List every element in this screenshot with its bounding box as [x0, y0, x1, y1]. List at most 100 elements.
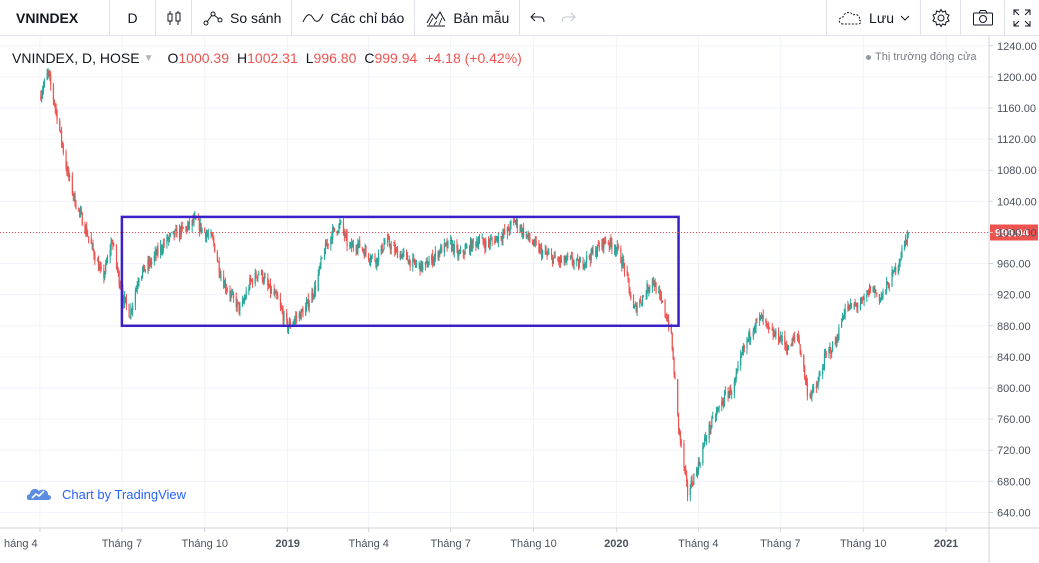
- candle-body: [471, 239, 473, 251]
- time-tick-label: Tháng 10: [840, 538, 886, 550]
- candle-body: [655, 282, 657, 293]
- undo-icon[interactable]: [530, 11, 546, 25]
- candle-body: [897, 266, 899, 273]
- candle-body: [402, 252, 404, 255]
- symbol-search[interactable]: VNINDEX: [0, 0, 110, 36]
- candle-body: [875, 290, 877, 293]
- candle-body: [244, 297, 246, 299]
- candle-body: [907, 232, 909, 234]
- candle-body: [805, 379, 808, 384]
- candle-body: [504, 230, 506, 234]
- candle-body: [220, 276, 222, 278]
- settings-button[interactable]: [921, 0, 961, 36]
- candle-body: [355, 248, 357, 250]
- candle-body: [250, 278, 252, 281]
- candle-body: [99, 266, 101, 268]
- candle-body: [384, 241, 386, 245]
- snapshot-button[interactable]: [961, 0, 1005, 36]
- redo-icon[interactable]: [560, 11, 577, 25]
- candle-body: [894, 267, 896, 272]
- candle-body: [60, 130, 62, 132]
- candle-body: [405, 251, 408, 255]
- candle-body: [214, 243, 216, 253]
- candle-body: [772, 330, 774, 337]
- candle-body: [225, 289, 227, 291]
- candle-body: [125, 298, 127, 305]
- candle-body: [900, 257, 902, 260]
- time-tick-label: Tháng 4: [349, 538, 389, 550]
- candle-body: [155, 251, 157, 256]
- candle-body: [550, 253, 553, 256]
- candle-body: [759, 317, 761, 320]
- candle-body: [798, 339, 800, 345]
- chart-style-button[interactable]: [156, 0, 192, 36]
- candles-icon: [165, 9, 183, 27]
- candle-body: [723, 393, 726, 403]
- candle-body: [350, 242, 352, 246]
- candle-body: [142, 269, 144, 276]
- price-chart[interactable]: 999.94 1240.00 1200.00 1160.00 1120.00 1080.…: [0, 36, 1039, 563]
- candle-body: [904, 239, 907, 241]
- candle-body: [771, 328, 773, 331]
- candle-body: [677, 412, 680, 430]
- candle-body: [664, 301, 666, 315]
- candle-body: [200, 223, 202, 232]
- candle-body: [420, 261, 422, 272]
- candle-body: [396, 249, 398, 251]
- candle-body: [582, 259, 584, 267]
- candle-body: [446, 242, 448, 248]
- candle-body: [623, 263, 626, 271]
- candle-body: [421, 261, 423, 270]
- candle-body: [553, 254, 555, 258]
- candle-body: [302, 310, 304, 316]
- candle-body: [231, 293, 233, 295]
- candle-body: [589, 257, 591, 261]
- candle-body: [667, 320, 669, 322]
- candle-body: [131, 309, 133, 311]
- candle-body: [792, 339, 794, 341]
- interval-button[interactable]: D: [110, 0, 156, 36]
- candle-body: [559, 257, 562, 263]
- candle-body: [459, 250, 462, 253]
- candle-body: [433, 256, 436, 261]
- candle-body: [103, 268, 105, 278]
- candle-body: [111, 242, 113, 244]
- indicator-wave-icon: [302, 11, 324, 25]
- candle-body: [551, 255, 554, 264]
- candle-body: [364, 248, 366, 257]
- candle-body: [882, 290, 884, 295]
- candle-body: [269, 283, 271, 288]
- candle-body: [444, 243, 446, 245]
- candle-body: [824, 353, 826, 355]
- candle-body: [319, 265, 321, 268]
- fullscreen-button[interactable]: [1005, 0, 1039, 36]
- candle-body: [273, 289, 275, 295]
- candle-body: [258, 273, 260, 275]
- caret-down-icon[interactable]: ▼: [143, 52, 154, 64]
- indicators-button[interactable]: Các chỉ báo: [292, 0, 416, 36]
- candle-body: [750, 336, 752, 340]
- time-tick-label: 2020: [604, 538, 628, 550]
- candle-body: [809, 395, 811, 397]
- gear-icon: [931, 8, 951, 28]
- templates-button[interactable]: Bản mẫu: [415, 0, 521, 36]
- candle-body: [849, 304, 851, 310]
- save-button[interactable]: Lưu: [826, 0, 921, 36]
- time-tick-label: Tháng 10: [510, 538, 556, 550]
- tradingview-brand[interactable]: Chart by TradingView: [26, 485, 186, 503]
- candle-body: [167, 236, 169, 241]
- candle-body: [636, 306, 638, 312]
- candle-body: [456, 244, 458, 249]
- candle-body: [65, 152, 67, 168]
- candle-body: [529, 238, 531, 241]
- candle-body: [586, 255, 588, 263]
- candle-body: [463, 253, 465, 255]
- candle-body: [490, 239, 492, 241]
- candle-body: [369, 260, 372, 262]
- candle-body: [337, 231, 339, 233]
- candle-body: [585, 262, 587, 264]
- compare-button[interactable]: So sánh: [192, 0, 293, 36]
- candle-body: [810, 395, 812, 397]
- candle-body: [123, 296, 126, 304]
- candle-body: [113, 245, 115, 247]
